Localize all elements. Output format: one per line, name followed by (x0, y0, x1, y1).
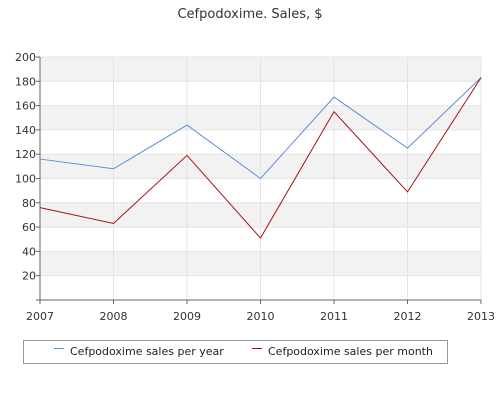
legend-label-year: Cefpodoxime sales per year (70, 345, 224, 358)
y-tick-label: 60 (22, 221, 36, 234)
tick-labels: 20 40 60 80 100 120 140 160 180 200 2007 2008 2009 20… (15, 51, 495, 323)
series-line-year (39, 77, 482, 180)
x-tick-label: 2008 (100, 310, 128, 323)
y-tick-label: 200 (15, 51, 36, 64)
y-tick-label: 120 (15, 148, 36, 161)
grid-lines (40, 56, 482, 300)
y-tick-label: 100 (15, 173, 36, 186)
legend-swatch-year (54, 348, 64, 349)
x-tick-label: 2011 (320, 310, 348, 323)
x-tick-label: 2009 (173, 310, 201, 323)
legend: Cefpodoxime sales per year Cefpodoxime s… (23, 340, 448, 364)
y-tick-label: 140 (15, 124, 36, 137)
chart-title: Cefpodoxime. Sales, $ (177, 7, 322, 22)
x-tick-label: 2012 (394, 310, 422, 323)
y-tick-label: 180 (15, 75, 36, 88)
x-tick-label: 2007 (26, 310, 54, 323)
y-tick-label: 160 (15, 100, 36, 113)
y-tick-label: 80 (22, 197, 36, 210)
legend-label-month: Cefpodoxime sales per month (268, 345, 433, 358)
y-tick-label: 40 (22, 245, 36, 258)
x-tick-label: 2010 (247, 310, 275, 323)
series-group (39, 77, 482, 239)
x-tick-label: 2013 (467, 310, 495, 323)
legend-swatch-month (252, 348, 262, 349)
y-tick-label: 20 (22, 270, 36, 283)
series-line-month (39, 77, 482, 239)
axes (36, 56, 482, 304)
